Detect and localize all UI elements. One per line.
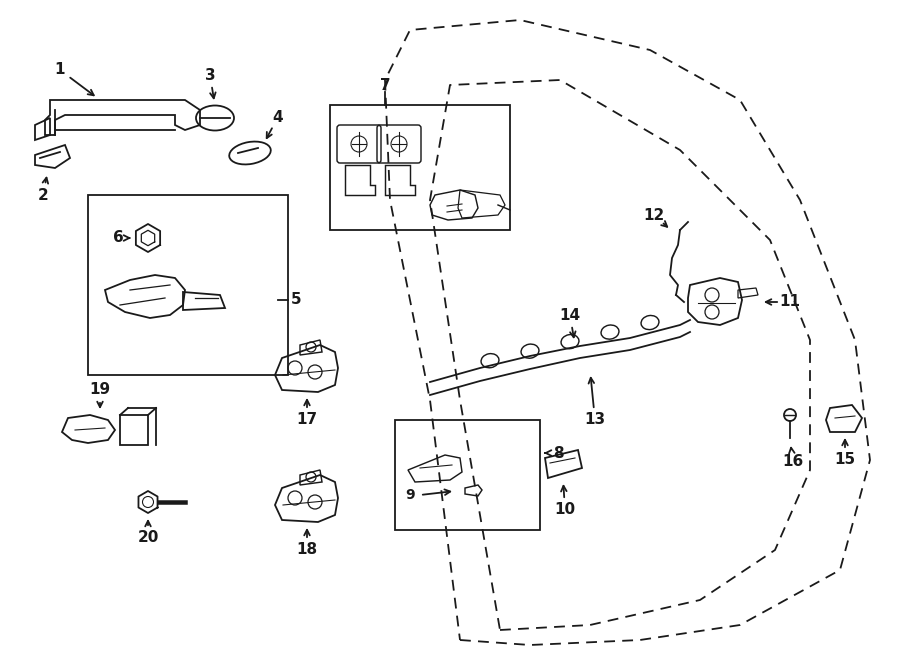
Text: 12: 12 <box>644 208 664 223</box>
Text: 17: 17 <box>296 412 318 428</box>
Bar <box>88 195 288 375</box>
Text: 10: 10 <box>554 502 576 518</box>
Text: 15: 15 <box>834 453 856 467</box>
Text: 9: 9 <box>405 488 415 502</box>
Bar <box>330 105 510 230</box>
Text: 19: 19 <box>89 383 111 397</box>
Text: 13: 13 <box>584 412 606 428</box>
Text: 6: 6 <box>112 231 123 245</box>
Text: 11: 11 <box>779 295 800 309</box>
Text: 16: 16 <box>782 455 804 469</box>
Text: 14: 14 <box>560 307 580 323</box>
Text: 1: 1 <box>55 63 65 77</box>
Text: 18: 18 <box>296 543 318 557</box>
Text: 7: 7 <box>380 77 391 93</box>
Text: 5: 5 <box>291 293 302 307</box>
Text: 20: 20 <box>138 531 158 545</box>
Text: 2: 2 <box>38 188 49 202</box>
Text: 3: 3 <box>204 67 215 83</box>
Bar <box>395 420 540 530</box>
Text: 8: 8 <box>553 446 563 461</box>
Text: 4: 4 <box>273 110 284 124</box>
